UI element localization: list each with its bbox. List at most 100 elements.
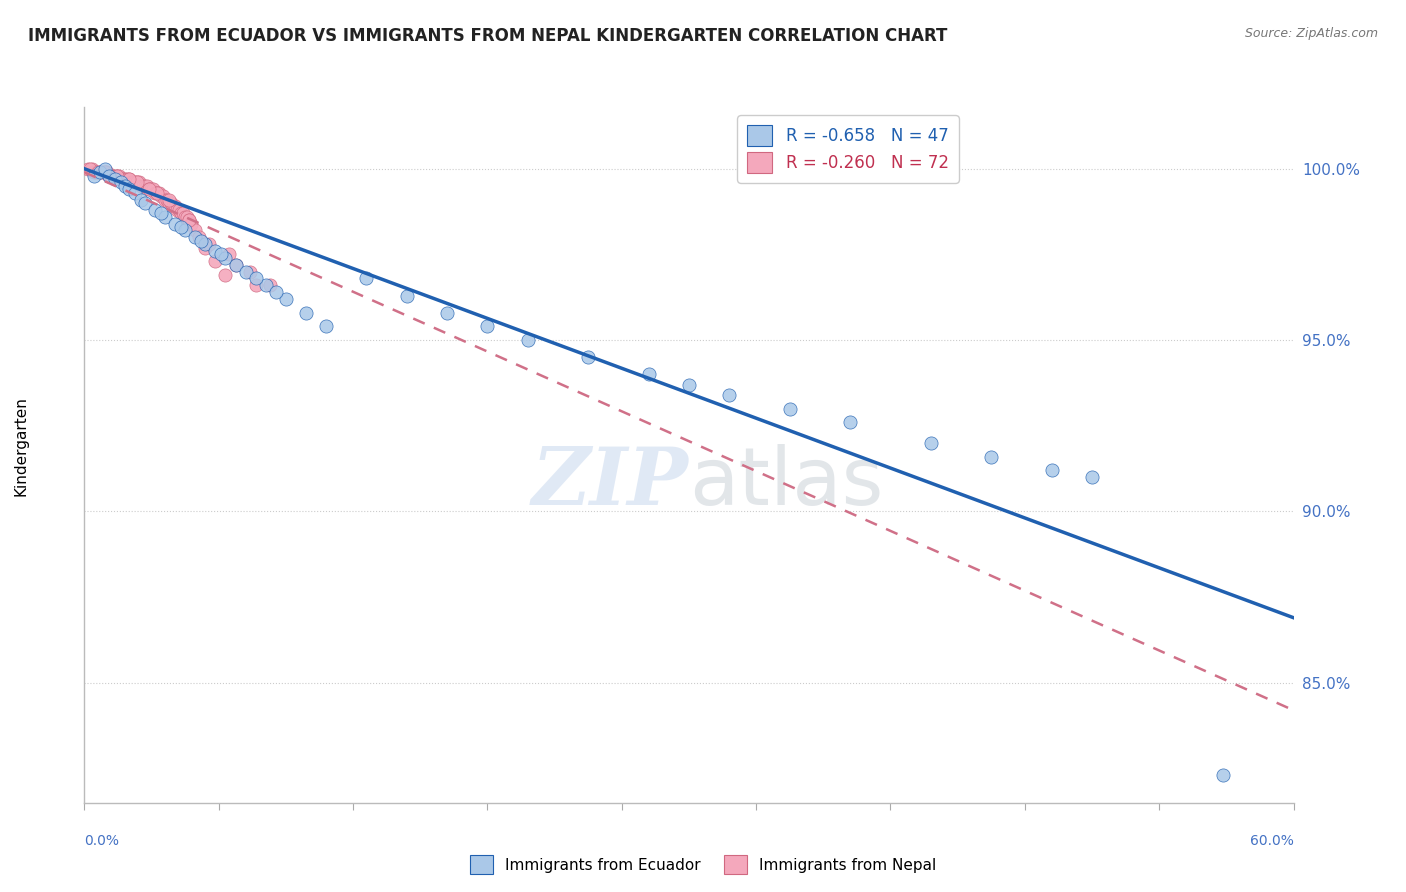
Point — [153, 193, 176, 207]
Legend: Immigrants from Ecuador, Immigrants from Nepal: Immigrants from Ecuador, Immigrants from… — [464, 849, 942, 880]
Point — [678, 377, 700, 392]
Point — [184, 223, 207, 237]
Point — [129, 193, 152, 207]
Point — [148, 186, 170, 200]
Point — [79, 161, 101, 176]
Point — [225, 258, 247, 272]
Point — [118, 182, 141, 196]
Point — [274, 292, 297, 306]
Legend: R = -0.658   N = 47, R = -0.260   N = 72: R = -0.658 N = 47, R = -0.260 N = 72 — [737, 115, 959, 183]
Point — [114, 172, 136, 186]
Point — [138, 182, 160, 196]
Point — [718, 388, 741, 402]
Point — [179, 213, 201, 227]
Text: ZIP: ZIP — [531, 444, 689, 522]
Point — [198, 237, 221, 252]
Point — [209, 247, 232, 261]
Point — [160, 196, 183, 211]
Point — [104, 169, 127, 183]
Point — [142, 182, 165, 196]
Point — [118, 172, 141, 186]
Point — [143, 186, 166, 200]
Point — [115, 172, 138, 186]
Text: IMMIGRANTS FROM ECUADOR VS IMMIGRANTS FROM NEPAL KINDERGARTEN CORRELATION CHART: IMMIGRANTS FROM ECUADOR VS IMMIGRANTS FR… — [28, 27, 948, 45]
Point — [165, 217, 187, 231]
Point — [920, 436, 942, 450]
Point — [477, 319, 499, 334]
Point — [157, 193, 180, 207]
Point — [157, 196, 180, 211]
Point — [239, 264, 262, 278]
Point — [214, 251, 236, 265]
Point — [245, 278, 267, 293]
Point — [1040, 463, 1063, 477]
Point — [110, 172, 132, 186]
Point — [156, 193, 179, 207]
Point — [135, 178, 157, 193]
Point — [125, 176, 148, 190]
Point — [82, 161, 104, 176]
Point — [111, 172, 134, 186]
Point — [254, 278, 277, 293]
Point — [194, 237, 217, 252]
Point — [97, 169, 120, 183]
Text: atlas: atlas — [689, 443, 883, 522]
Point — [235, 264, 257, 278]
Point — [190, 234, 212, 248]
Point — [104, 172, 127, 186]
Point — [114, 178, 136, 193]
Point — [134, 178, 156, 193]
Point — [204, 244, 226, 258]
Point — [180, 217, 202, 231]
Point — [214, 268, 236, 282]
Point — [93, 165, 115, 179]
Text: 60.0%: 60.0% — [1250, 834, 1294, 848]
Point — [170, 219, 193, 234]
Point — [89, 165, 111, 179]
Point — [87, 165, 110, 179]
Point — [225, 258, 247, 272]
Point — [101, 169, 124, 183]
Point — [218, 247, 240, 261]
Point — [86, 165, 108, 179]
Point — [165, 199, 187, 213]
Point — [1212, 768, 1234, 782]
Text: Kindergarten: Kindergarten — [14, 396, 28, 496]
Point — [516, 333, 538, 347]
Point — [128, 176, 150, 190]
Point — [356, 271, 378, 285]
Point — [124, 176, 146, 190]
Point — [96, 165, 118, 179]
Point — [637, 368, 659, 382]
Point — [315, 319, 337, 334]
Point — [980, 450, 1002, 464]
Point — [83, 169, 105, 183]
Point — [204, 254, 226, 268]
Point — [172, 206, 194, 220]
Point — [120, 176, 142, 190]
Point — [839, 415, 862, 429]
Point — [395, 288, 418, 302]
Point — [779, 401, 801, 416]
Point — [174, 223, 197, 237]
Point — [93, 161, 115, 176]
Point — [174, 210, 197, 224]
Point — [162, 199, 184, 213]
Point — [194, 241, 217, 255]
Point — [134, 196, 156, 211]
Point — [139, 182, 162, 196]
Text: Source: ZipAtlas.com: Source: ZipAtlas.com — [1244, 27, 1378, 40]
Point — [576, 350, 599, 364]
Point — [93, 165, 115, 179]
Point — [132, 178, 155, 193]
Point — [259, 278, 281, 293]
Point — [89, 165, 111, 179]
Point — [153, 210, 176, 224]
Point — [170, 206, 193, 220]
Point — [436, 306, 458, 320]
Point — [97, 169, 120, 183]
Point — [176, 210, 198, 224]
Point — [245, 271, 267, 285]
Point — [118, 172, 141, 186]
Point — [1081, 470, 1104, 484]
